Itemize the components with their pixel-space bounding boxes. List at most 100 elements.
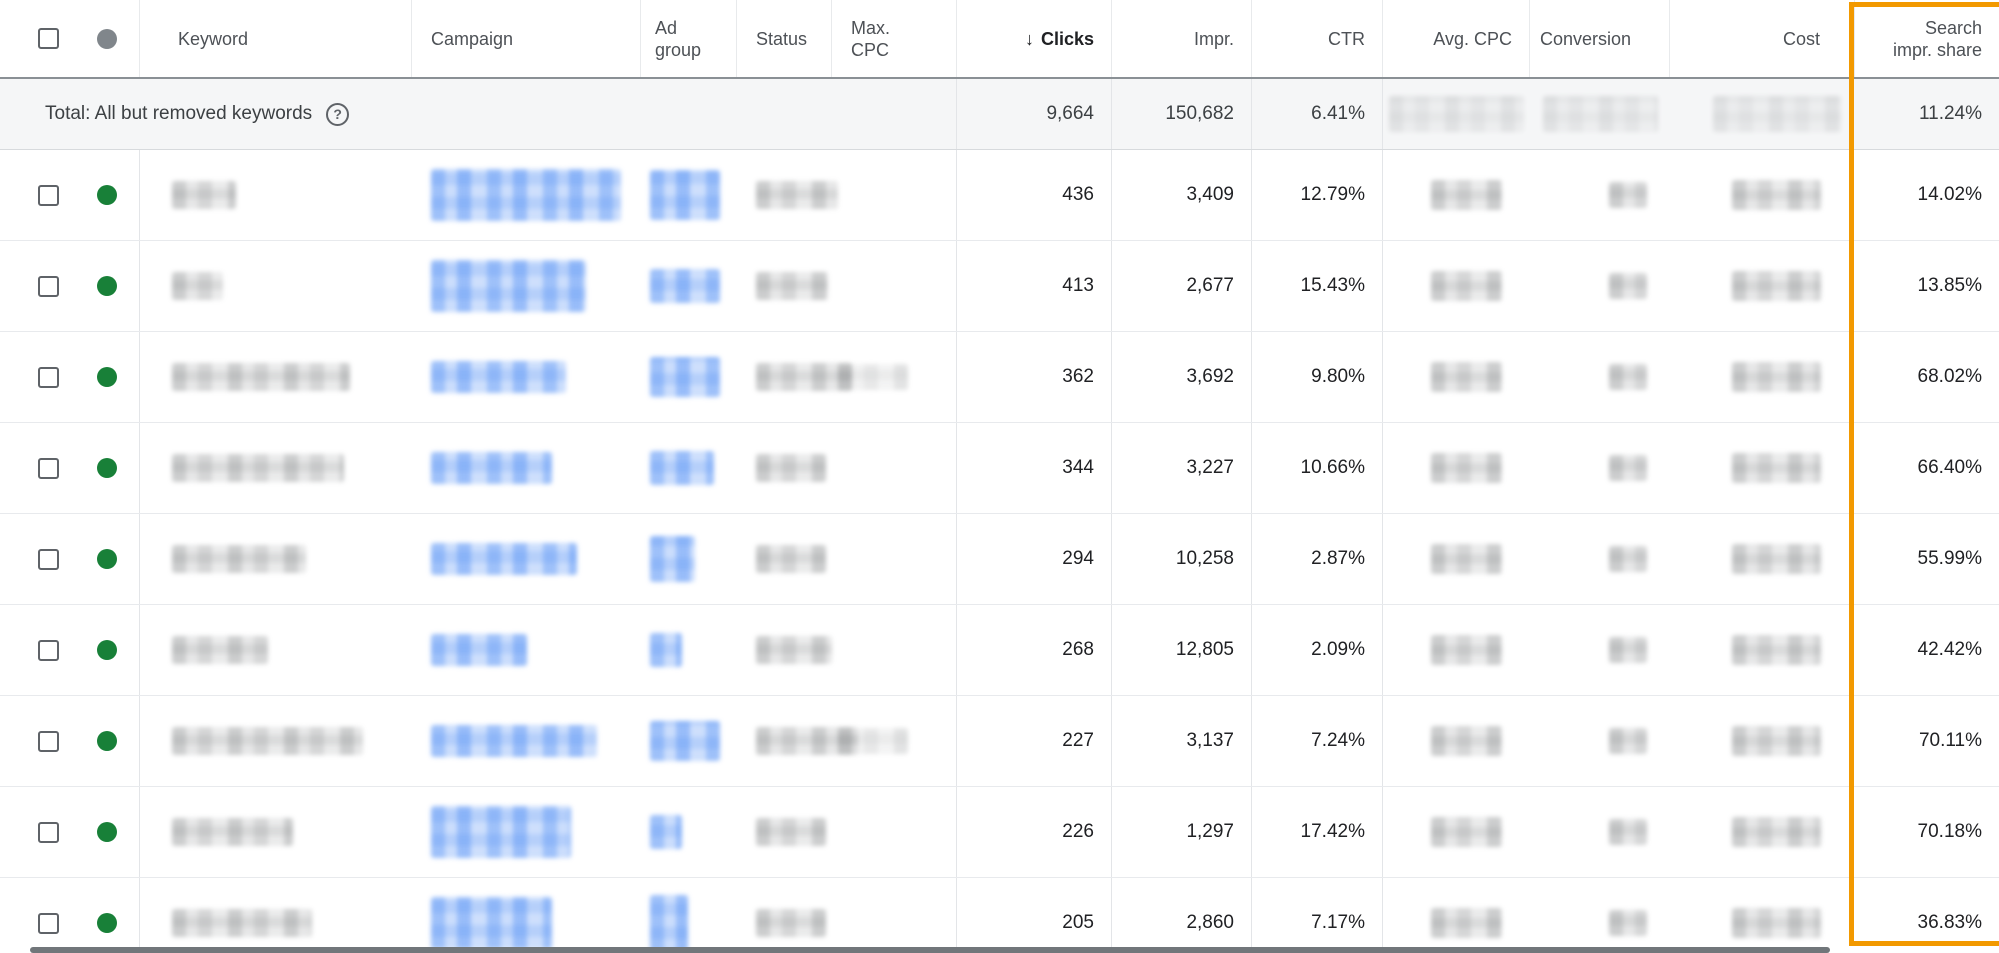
column-header-keyword[interactable]: Keyword xyxy=(140,0,412,77)
cell-campaign[interactable] xyxy=(412,696,641,786)
column-header-ctr[interactable]: CTR xyxy=(1252,0,1383,77)
row-checkbox[interactable] xyxy=(38,730,59,752)
redacted-status xyxy=(756,727,858,755)
column-header-clicks[interactable]: ↓ Clicks xyxy=(957,0,1112,77)
cell-avg-cpc xyxy=(1383,423,1530,513)
row-checkbox[interactable] xyxy=(38,457,59,479)
redacted-conversion xyxy=(1609,546,1647,572)
redacted-avg-cpc xyxy=(1431,817,1502,847)
total-avg-cpc xyxy=(1383,79,1530,149)
cell-clicks: 344 xyxy=(957,423,1112,513)
table-body: 436 3,409 12.79% 14.02% 413 2,677 15.43%… xyxy=(0,150,1999,953)
cell-max-cpc[interactable] xyxy=(832,150,957,240)
cell-status xyxy=(737,150,838,240)
cell-campaign[interactable] xyxy=(412,423,641,513)
cell-status xyxy=(737,605,832,695)
cell-ad-group[interactable] xyxy=(641,605,737,695)
row-checkbox[interactable] xyxy=(38,548,59,570)
column-header-campaign[interactable]: Campaign xyxy=(412,0,641,77)
cell-ad-group[interactable] xyxy=(641,787,737,877)
cell-status xyxy=(737,514,832,604)
cell-campaign[interactable] xyxy=(412,787,641,877)
column-header-status[interactable]: Status xyxy=(737,0,832,77)
redacted-status xyxy=(756,909,826,937)
redacted-ad-group xyxy=(650,269,720,303)
column-header-search-impr-share[interactable]: Search impr. share xyxy=(1855,0,1999,77)
cell-ad-group[interactable] xyxy=(641,332,737,422)
redacted-campaign xyxy=(431,725,597,757)
row-checkbox[interactable] xyxy=(38,184,59,206)
cell-keyword[interactable] xyxy=(140,878,412,953)
cell-max-cpc[interactable] xyxy=(832,605,957,695)
cell-ad-group[interactable] xyxy=(641,696,737,786)
column-header-conversion[interactable]: Conversion xyxy=(1530,0,1670,77)
sort-descending-icon: ↓ xyxy=(1024,28,1034,49)
cell-ad-group[interactable] xyxy=(641,150,737,240)
cell-campaign[interactable] xyxy=(412,878,641,953)
cell-impr: 10,258 xyxy=(1112,514,1252,604)
help-icon[interactable]: ? xyxy=(326,102,350,126)
column-header-cost[interactable]: Cost xyxy=(1670,0,1855,77)
row-select-cell xyxy=(0,423,140,513)
column-header-impr[interactable]: Impr. xyxy=(1112,0,1252,77)
column-header-avg-cpc[interactable]: Avg. CPC xyxy=(1383,0,1530,77)
cell-status xyxy=(737,787,832,877)
cell-campaign[interactable] xyxy=(412,514,641,604)
cell-campaign[interactable] xyxy=(412,332,641,422)
cell-keyword[interactable] xyxy=(140,605,412,695)
redacted-status xyxy=(756,454,826,482)
cell-keyword[interactable] xyxy=(140,514,412,604)
cell-ad-group[interactable] xyxy=(641,514,737,604)
cell-max-cpc[interactable] xyxy=(832,787,957,877)
cell-keyword[interactable] xyxy=(140,150,412,240)
cell-campaign[interactable] xyxy=(412,150,641,240)
cell-keyword[interactable] xyxy=(140,696,412,786)
cell-campaign[interactable] xyxy=(412,241,641,331)
table-row[interactable]: 226 1,297 17.42% 70.18% xyxy=(0,787,1999,878)
table-row[interactable]: 362 3,692 9.80% 68.02% xyxy=(0,332,1999,423)
row-checkbox[interactable] xyxy=(38,275,59,297)
cell-max-cpc[interactable] xyxy=(832,332,957,422)
redacted-keyword xyxy=(172,909,312,937)
table-row[interactable]: 268 12,805 2.09% 42.42% xyxy=(0,605,1999,696)
table-row[interactable]: 436 3,409 12.79% 14.02% xyxy=(0,150,1999,241)
horizontal-scrollbar[interactable] xyxy=(30,947,1830,953)
row-select-cell xyxy=(0,332,140,422)
cell-ad-group[interactable] xyxy=(641,423,737,513)
cell-clicks: 205 xyxy=(957,878,1112,953)
cell-keyword[interactable] xyxy=(140,332,412,422)
cell-max-cpc[interactable] xyxy=(832,241,957,331)
cell-avg-cpc xyxy=(1383,241,1530,331)
cell-keyword[interactable] xyxy=(140,241,412,331)
row-checkbox[interactable] xyxy=(38,821,59,843)
table-row[interactable]: 205 2,860 7.17% 36.83% xyxy=(0,878,1999,953)
cell-max-cpc[interactable] xyxy=(832,514,957,604)
cell-search-impr-share: 42.42% xyxy=(1917,639,1982,660)
redacted-max-cpc xyxy=(838,728,908,754)
cell-keyword[interactable] xyxy=(140,423,412,513)
cell-status xyxy=(737,332,852,422)
row-checkbox[interactable] xyxy=(38,366,59,388)
status-enabled-icon xyxy=(97,549,117,569)
cell-avg-cpc xyxy=(1383,605,1530,695)
column-header-max-cpc[interactable]: Max. CPC xyxy=(832,0,957,77)
redacted-campaign xyxy=(431,806,571,858)
row-checkbox[interactable] xyxy=(38,912,59,934)
redacted-conversion xyxy=(1609,728,1647,754)
select-all-checkbox[interactable] xyxy=(38,28,59,49)
cell-max-cpc[interactable] xyxy=(832,696,957,786)
status-filter-icon xyxy=(97,28,117,49)
table-row[interactable]: 344 3,227 10.66% 66.40% xyxy=(0,423,1999,514)
cell-keyword[interactable] xyxy=(140,787,412,877)
cell-campaign[interactable] xyxy=(412,605,641,695)
table-row[interactable]: 294 10,258 2.87% 55.99% xyxy=(0,514,1999,605)
redacted-campaign xyxy=(431,260,586,312)
column-header-ad-group[interactable]: Ad group xyxy=(641,0,737,77)
cell-max-cpc[interactable] xyxy=(832,878,957,953)
cell-ad-group[interactable] xyxy=(641,878,737,953)
table-row[interactable]: 227 3,137 7.24% 70.11% xyxy=(0,696,1999,787)
cell-ad-group[interactable] xyxy=(641,241,737,331)
cell-max-cpc[interactable] xyxy=(832,423,957,513)
table-row[interactable]: 413 2,677 15.43% 13.85% xyxy=(0,241,1999,332)
row-checkbox[interactable] xyxy=(38,639,59,661)
